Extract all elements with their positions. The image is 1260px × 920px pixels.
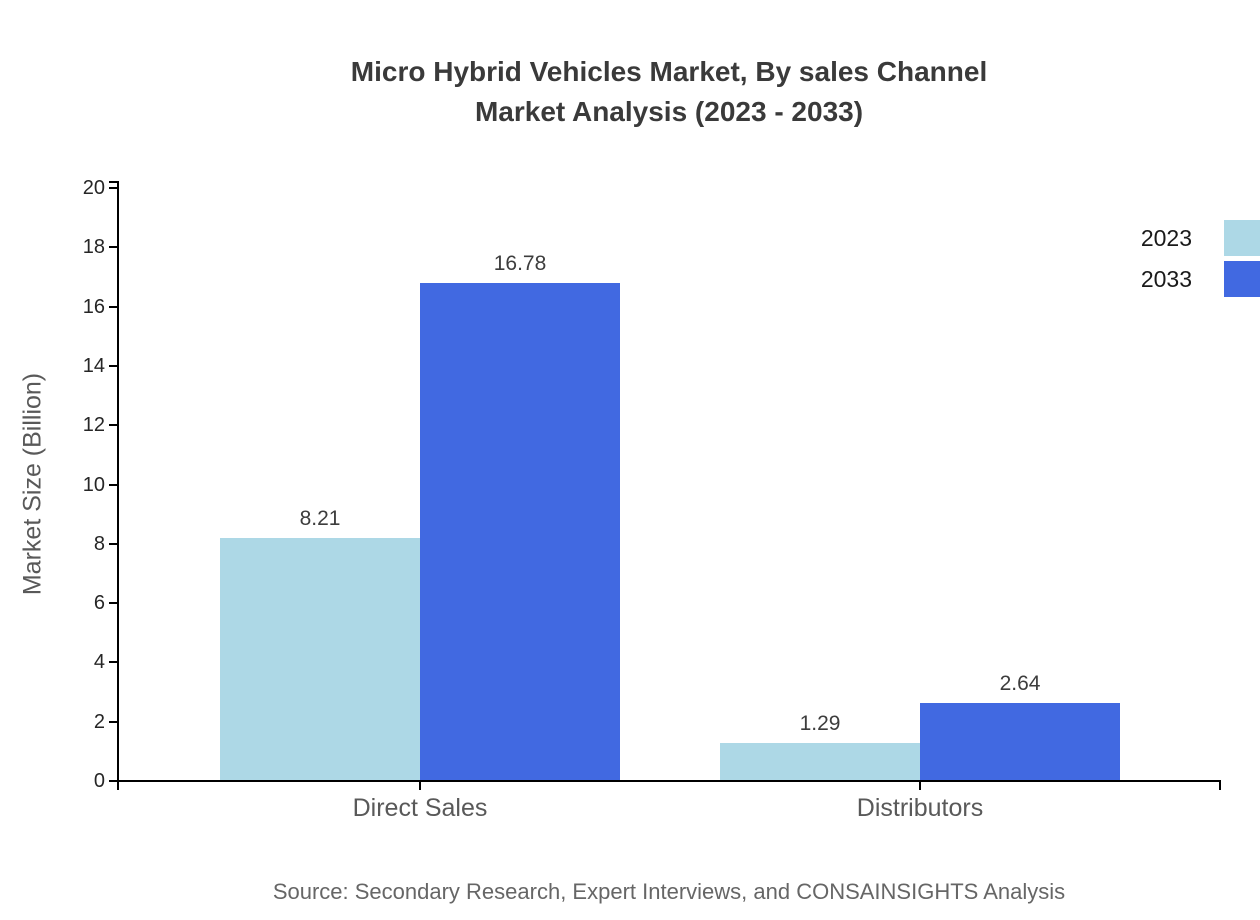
legend-swatch-2023: [1224, 220, 1260, 256]
bar-2033-distributors: [920, 703, 1120, 781]
title-line-2: Market Analysis (2023 - 2033): [474, 96, 864, 127]
y-axis-tick: [109, 721, 117, 723]
bar-value-label: 16.78: [493, 252, 547, 275]
y-axis-tick: [109, 602, 117, 604]
y-axis-tick: [109, 306, 117, 308]
y-axis-tick-label: 20: [82, 177, 105, 199]
title-line-1: Micro Hybrid Vehicles Market, By sales C…: [350, 56, 988, 87]
y-axis-tick-label: 0: [93, 770, 105, 792]
y-axis-tick-label: 2: [93, 711, 105, 733]
y-axis-tick: [109, 484, 117, 486]
x-axis-right-cap: [1219, 781, 1221, 790]
legend-label-2023: 2023: [1140, 224, 1192, 251]
x-axis-left-cap: [117, 781, 119, 790]
source-note: Source: Secondary Research, Expert Inter…: [272, 879, 1066, 904]
legend-item-2023: 2023: [1040, 220, 1260, 256]
x-axis-line: [117, 780, 1221, 782]
x-axis-tick: [919, 781, 921, 790]
x-category-label: Direct Sales: [352, 794, 488, 822]
bar-value-label: 8.21: [299, 507, 341, 530]
chart-title: Micro Hybrid Vehicles Market, By sales C…: [118, 52, 1220, 132]
y-axis-tick: [109, 661, 117, 663]
y-axis-tick-label: 18: [82, 236, 105, 258]
y-axis-tick: [109, 424, 117, 426]
y-axis-tick-label: 14: [82, 355, 105, 377]
legend-label-2033: 2033: [1140, 265, 1192, 292]
legend-swatch-2033: [1224, 261, 1260, 297]
y-axis-tick-label: 6: [93, 592, 105, 614]
y-axis-tick: [109, 780, 117, 782]
y-axis-tick-label: 12: [82, 414, 105, 436]
y-axis-top-cap: [109, 181, 117, 183]
y-axis-tick: [109, 365, 117, 367]
y-axis-tick-label: 16: [82, 296, 105, 318]
y-axis-tick: [109, 187, 117, 189]
y-axis-tick-label: 8: [93, 533, 105, 555]
y-axis-tick-label: 4: [93, 651, 105, 673]
x-category-label: Distributors: [856, 794, 984, 822]
x-axis-tick: [419, 781, 421, 790]
y-axis-line: [117, 181, 119, 781]
bar-2023-distributors: [720, 743, 920, 781]
bar-value-label: 1.29: [799, 712, 841, 735]
y-axis-tick-label: 10: [82, 474, 105, 496]
legend-item-2033: 2033: [1040, 261, 1260, 297]
y-axis-tick: [109, 246, 117, 248]
y-axis-tick: [109, 543, 117, 545]
bar-2023-direct-sales: [220, 538, 420, 781]
bar-2033-direct-sales: [420, 283, 620, 781]
bar-value-label: 2.64: [999, 672, 1041, 695]
